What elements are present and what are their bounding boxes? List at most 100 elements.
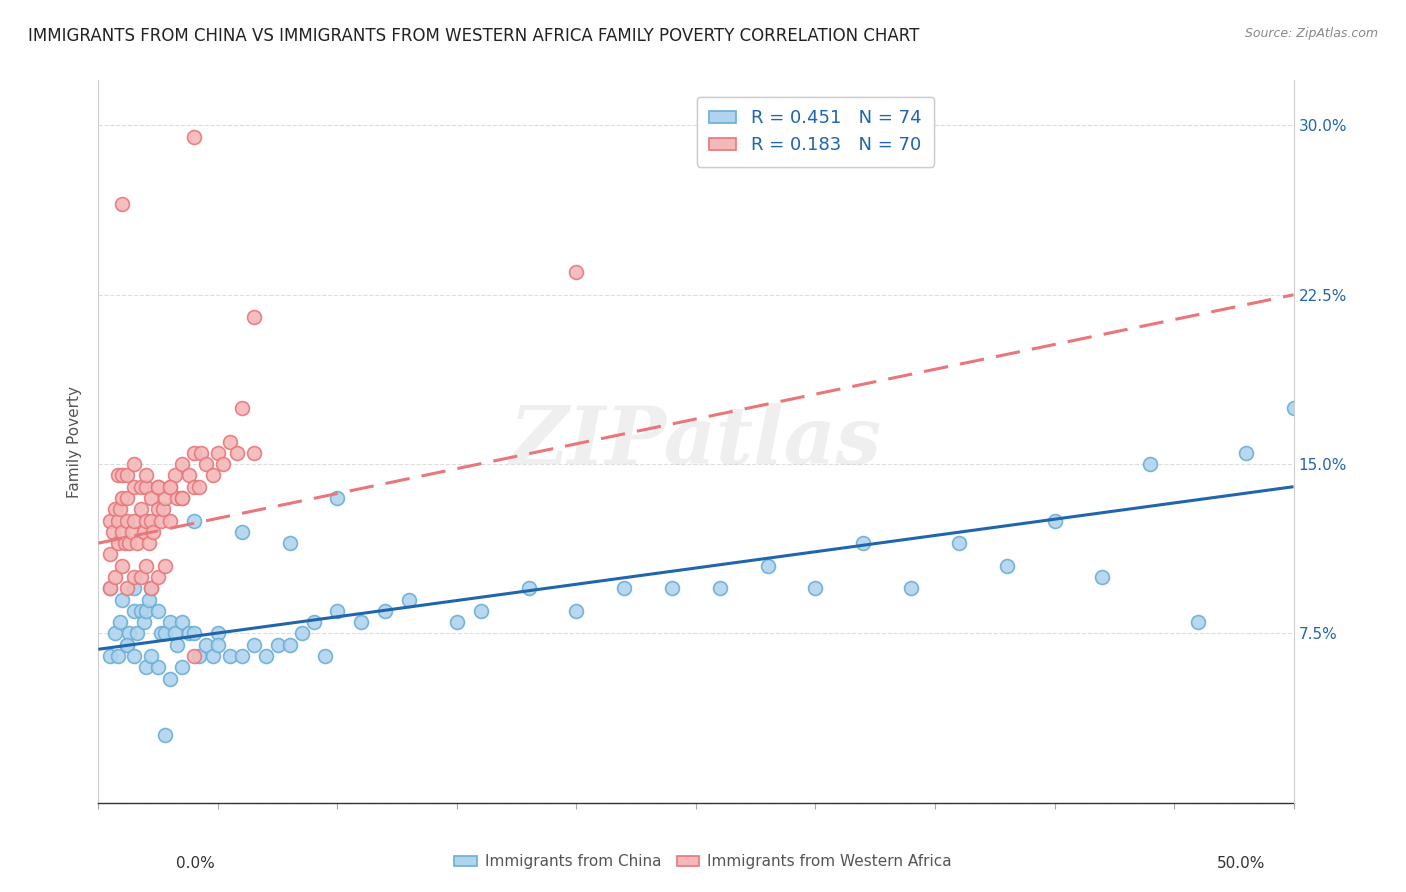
Point: [207, 638, 229, 652]
Point: [159, 672, 181, 686]
Point: [163, 626, 186, 640]
Point: [470, 604, 492, 618]
Point: [278, 638, 301, 652]
Point: [183, 480, 205, 494]
Point: [231, 401, 253, 415]
Point: [852, 536, 875, 550]
Point: [107, 514, 129, 528]
Point: [107, 468, 129, 483]
Point: [132, 615, 155, 630]
Point: [613, 582, 636, 596]
Point: [183, 648, 205, 663]
Point: [756, 558, 779, 573]
Point: [135, 514, 157, 528]
Point: [278, 536, 301, 550]
Point: [104, 626, 127, 640]
Point: [115, 582, 138, 596]
Point: [207, 446, 229, 460]
Point: [163, 468, 186, 483]
Point: [166, 638, 188, 652]
Point: [155, 558, 177, 573]
Point: [124, 570, 146, 584]
Point: [155, 626, 177, 640]
Point: [111, 468, 134, 483]
Point: [118, 536, 141, 550]
Y-axis label: Family Poverty: Family Poverty: [67, 385, 83, 498]
Point: [115, 468, 138, 483]
Point: [135, 660, 157, 674]
Point: [148, 502, 170, 516]
Point: [111, 197, 134, 211]
Point: [211, 457, 233, 471]
Point: [138, 536, 160, 550]
Point: [1091, 570, 1114, 584]
Point: [138, 592, 160, 607]
Point: [517, 582, 540, 596]
Point: [115, 638, 138, 652]
Point: [124, 604, 146, 618]
Point: [118, 626, 141, 640]
Point: [172, 615, 194, 630]
Point: [125, 626, 148, 640]
Point: [302, 615, 325, 630]
Point: [350, 615, 373, 630]
Point: [254, 648, 277, 663]
Point: [179, 468, 201, 483]
Point: [398, 592, 420, 607]
Point: [219, 434, 242, 449]
Point: [98, 514, 122, 528]
Point: [159, 514, 181, 528]
Point: [948, 536, 970, 550]
Text: ZIPatlas: ZIPatlas: [510, 403, 882, 480]
Point: [1043, 514, 1066, 528]
Point: [111, 592, 134, 607]
Point: [183, 514, 205, 528]
Point: [131, 604, 153, 618]
Point: [202, 648, 225, 663]
Point: [565, 265, 588, 279]
Point: [187, 648, 209, 663]
Point: [183, 626, 205, 640]
Point: [139, 582, 162, 596]
Point: [148, 604, 170, 618]
Point: [98, 582, 122, 596]
Point: [104, 570, 127, 584]
Point: [172, 457, 194, 471]
Point: [108, 502, 131, 516]
Point: [124, 648, 146, 663]
Point: [291, 626, 314, 640]
Point: [155, 491, 177, 505]
Point: [202, 468, 225, 483]
Legend: R = 0.451   N = 74, R = 0.183   N = 70: R = 0.451 N = 74, R = 0.183 N = 70: [697, 96, 934, 167]
Point: [135, 604, 157, 618]
Text: Source: ZipAtlas.com: Source: ZipAtlas.com: [1244, 27, 1378, 40]
Point: [565, 604, 588, 618]
Point: [108, 615, 131, 630]
Point: [131, 480, 153, 494]
Point: [111, 491, 134, 505]
Point: [107, 536, 129, 550]
Point: [1187, 615, 1209, 630]
Point: [135, 480, 157, 494]
Point: [115, 491, 138, 505]
Text: 0.0%: 0.0%: [176, 856, 215, 871]
Point: [114, 536, 136, 550]
Point: [207, 626, 229, 640]
Point: [326, 604, 349, 618]
Point: [115, 638, 138, 652]
Point: [149, 514, 172, 528]
Point: [124, 582, 146, 596]
Point: [148, 570, 170, 584]
Point: [98, 548, 122, 562]
Point: [148, 480, 170, 494]
Point: [121, 524, 143, 539]
Point: [104, 502, 127, 516]
Point: [124, 480, 146, 494]
Point: [155, 728, 177, 742]
Point: [195, 457, 218, 471]
Point: [98, 648, 122, 663]
Point: [142, 524, 165, 539]
Point: [231, 524, 253, 539]
Point: [172, 491, 194, 505]
Point: [139, 648, 162, 663]
